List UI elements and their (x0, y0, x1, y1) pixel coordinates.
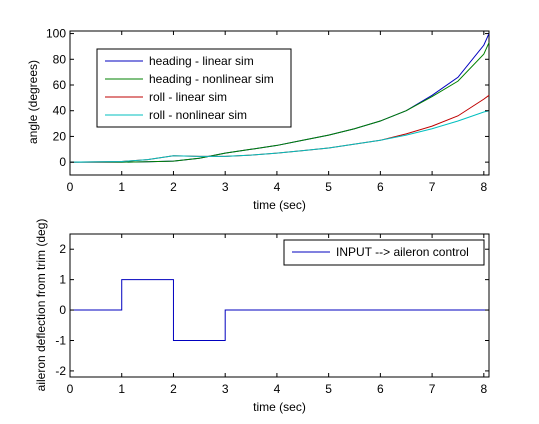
x-tick-label-1: 3 (222, 180, 229, 194)
x-tick-label-1: 7 (429, 180, 436, 194)
x-tick-label-2: 3 (222, 382, 229, 396)
x-tick-label-2: 1 (118, 382, 125, 396)
y-tick-label-1: 0 (59, 155, 66, 169)
x-tick-label-1: 1 (118, 180, 125, 194)
x-tick-label-2: 2 (170, 382, 177, 396)
y-tick-label-1: 80 (53, 52, 67, 66)
x-tick-label-1: 6 (377, 180, 384, 194)
legend-box-2 (283, 239, 485, 266)
legend-box-1 (96, 48, 292, 128)
x-axis-label-2: time (sec) (253, 400, 306, 414)
y-tick-label-2: 2 (59, 242, 66, 256)
legend-label-2-1: INPUT --> aileron control (336, 245, 469, 259)
y-tick-label-2: 1 (59, 273, 66, 287)
y-tick-label-2: -2 (55, 364, 66, 378)
x-tick-label-2: 7 (429, 382, 436, 396)
x-tick-label-2: 0 (67, 382, 74, 396)
x-axis-label-1: time (sec) (253, 198, 306, 212)
x-tick-label-2: 6 (377, 382, 384, 396)
x-tick-label-2: 5 (325, 382, 332, 396)
series-line-1-2 (70, 42, 490, 163)
y-tick-label-2: -1 (55, 333, 66, 347)
legend-label-1-3: roll - linear sim (149, 90, 227, 104)
legend-label-1-1: heading - linear sim (149, 54, 254, 68)
x-tick-label-1: 2 (170, 180, 177, 194)
legend-label-1-2: heading - nonlinear sim (149, 72, 274, 86)
y-tick-label-2: 0 (59, 303, 66, 317)
series-line-1-4 (69, 110, 490, 163)
x-tick-label-1: 5 (325, 180, 332, 194)
y-tick-label-1: 20 (53, 129, 67, 143)
x-tick-label-2: 4 (274, 382, 281, 396)
x-tick-label-2: 8 (480, 382, 487, 396)
plot-area-2 (69, 233, 490, 378)
x-tick-label-1: 8 (480, 180, 487, 194)
y-axis-label-1: angle (degrees) (26, 60, 40, 144)
x-tick-label-1: 4 (274, 180, 281, 194)
y-tick-label-1: 60 (53, 78, 67, 92)
y-tick-label-1: 40 (53, 104, 67, 118)
legend-label-1-4: roll - nonlinear sim (149, 108, 247, 122)
x-tick-label-1: 0 (67, 180, 74, 194)
y-axis-label-2: aileron deflection from trim (deg) (34, 219, 48, 392)
y-tick-label-1: 100 (46, 27, 66, 41)
series-line-2-1 (70, 279, 489, 341)
